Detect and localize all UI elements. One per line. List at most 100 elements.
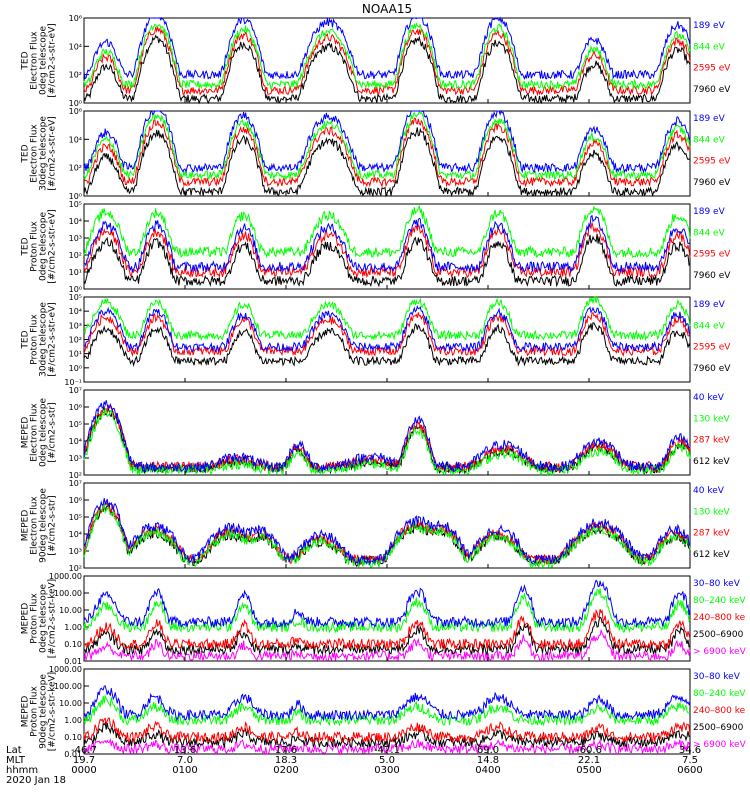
ytick-label: 10⁶ xyxy=(69,496,82,505)
ytick-label: 10³ xyxy=(69,547,82,556)
legend-entry: 30–80 keV xyxy=(693,672,741,682)
ytick-label: 10³ xyxy=(69,321,82,330)
ylabel: MEPEDProton Flux0deg telescope[#/cm2-s-s… xyxy=(21,579,58,658)
legend-entry: 844 eV xyxy=(693,228,726,238)
ylabel-line: Proton Flux xyxy=(30,593,40,644)
legend-entry: 287 keV xyxy=(693,529,730,539)
ytick-label: 1.00 xyxy=(64,716,82,725)
ylabel-line: [#/cm2-s-str-eV] xyxy=(48,302,58,377)
legend-entry: 189 eV xyxy=(693,300,726,310)
time-axis-mlt-label: 5.0 xyxy=(379,755,395,766)
time-axis-lat-label: -46.7 xyxy=(71,745,97,756)
ytick-label: 10² xyxy=(69,564,82,573)
legend-entry: 40 keV xyxy=(693,393,725,403)
series-line xyxy=(83,295,691,342)
date-label: 2020 Jan 18 xyxy=(6,775,66,786)
time-axis-hhmm-label: 0200 xyxy=(273,765,298,776)
ylabel-line: 30deg telescope xyxy=(39,116,49,191)
series-line xyxy=(83,498,691,566)
series-line xyxy=(83,305,691,354)
series-line xyxy=(83,233,691,288)
time-axis-lat-label: -47.1 xyxy=(374,745,400,756)
ytick-label: 1000.00 xyxy=(49,665,82,674)
legend-entry: 40 keV xyxy=(693,486,725,496)
ytick-label: 10⁴ xyxy=(69,135,82,144)
legend-entry: 2595 eV xyxy=(693,343,731,353)
panel-frame xyxy=(83,296,691,383)
ylabel: TEDElectron Flux0deg telescope[#/cm2-s-s… xyxy=(21,23,58,98)
time-axis-lat-label: 17.6 xyxy=(275,745,297,756)
series-line xyxy=(83,322,691,367)
series-line xyxy=(83,588,691,634)
ytick-label: 100.00 xyxy=(54,682,82,691)
legend-entry: 80–240 keV xyxy=(693,689,746,699)
panel-2: 10⁰ 10² 10⁴ 10⁶ TEDElectron Flux30deg telesc… xyxy=(21,107,732,201)
time-axis-hhmm-label: 0100 xyxy=(172,765,197,776)
ylabel-line: 0deg telescope xyxy=(39,398,49,468)
ytick-label: 0.10 xyxy=(64,733,82,742)
series-line xyxy=(83,400,691,474)
ylabel-line: TED xyxy=(21,237,31,256)
ytick-label: 10⁰ xyxy=(69,364,82,373)
legend-entry: 7960 eV xyxy=(693,271,731,281)
ytick-label: 10³ xyxy=(69,454,82,463)
time-axis-mlt-label: 22.1 xyxy=(578,755,600,766)
time-axis-mlt-label: 7.5 xyxy=(682,755,698,766)
ytick-label: 10⁵ xyxy=(69,420,82,429)
series-line xyxy=(83,608,691,652)
ylabel-line: [#/cm2-s-str-keV] xyxy=(48,579,58,658)
series-line xyxy=(83,616,691,657)
series-line xyxy=(83,503,691,569)
panel-3: 10⁰ 10¹ 10² 10³ 10⁴ 10⁵ TEDProton Flux0deg tel… xyxy=(21,200,732,294)
ylabel: TEDProton Flux30deg telescope[#/cm2-s-st… xyxy=(21,302,58,377)
ylabel-line: [#/cm2-s-str-eV] xyxy=(48,23,58,98)
series-line xyxy=(83,117,691,188)
time-axis-lat-label: 34.6 xyxy=(679,745,701,756)
legend-entry: 7960 eV xyxy=(693,178,731,188)
ylabel-line: MEPED xyxy=(21,696,31,728)
ytick-label: 10⁷ xyxy=(69,479,82,488)
ytick-label: 10⁵ xyxy=(69,293,82,302)
legend-entry: 80–240 keV xyxy=(693,596,746,606)
ylabel-line: Electron Flux xyxy=(30,403,40,462)
series-line xyxy=(83,109,691,174)
ytick-label: 10⁶ xyxy=(69,403,82,412)
ytick-label: 0.01 xyxy=(64,657,82,666)
ylabel-line: Electron Flux xyxy=(30,31,40,90)
ylabel: TEDElectron Flux30deg telescope[#/cm2-s-… xyxy=(21,116,58,191)
series-line xyxy=(83,16,691,81)
ytick-label: 10.00 xyxy=(59,606,82,615)
panel-5: 10² 10³ 10⁴ 10⁵ 10⁶ 10⁷ MEPEDElectron Flux0deg… xyxy=(21,386,731,480)
legend-entry: 612 keV xyxy=(693,550,730,560)
ytick-label: 1000.00 xyxy=(49,572,82,581)
series-line xyxy=(83,694,691,727)
ytick-label: 10⁷ xyxy=(69,386,82,395)
legend-entry: 844 eV xyxy=(693,42,726,52)
ylabel-line: 90deg telescope xyxy=(39,488,49,563)
panel-8: 0.010.101.0010.00100.001000.00MEPEDProto… xyxy=(21,665,747,759)
legend-entry: 189 eV xyxy=(693,207,726,217)
ylabel-line: Proton Flux xyxy=(30,686,40,737)
time-axis-lat-label: -60.6 xyxy=(576,745,602,756)
time-axis-lat-label: 69.0 xyxy=(477,745,499,756)
legend-entry: 287 keV xyxy=(693,436,730,446)
ylabel-line: MEPED xyxy=(21,603,31,635)
ytick-label: 10⁴ xyxy=(69,530,82,539)
ylabel: MEPEDElectron Flux0deg telescope[#/cm2-s… xyxy=(21,398,58,468)
ylabel-line: TED xyxy=(21,144,31,163)
ytick-label: 10² xyxy=(69,251,82,260)
time-axis-hhmm-label: 0400 xyxy=(475,765,500,776)
time-axis-mlt-label: 18.3 xyxy=(275,755,297,766)
ylabel-line: [#/cm2-s-str] xyxy=(48,402,58,462)
ytick-label: 0.10 xyxy=(64,640,82,649)
legend-entry: 2500–6900 xyxy=(693,630,744,640)
ytick-label: 10⁴ xyxy=(69,42,82,51)
ylabel: MEPEDElectron Flux90deg telescope[#/cm2-… xyxy=(21,488,58,563)
time-axis-hhmm-label: 0600 xyxy=(677,765,702,776)
ylabel: MEPEDProton Flux90deg telescope[#/cm2-s-… xyxy=(21,672,58,751)
ylabel-line: 30deg telescope xyxy=(39,302,49,377)
ytick-label: 10² xyxy=(69,71,82,80)
ytick-label: 0.01 xyxy=(64,750,82,759)
